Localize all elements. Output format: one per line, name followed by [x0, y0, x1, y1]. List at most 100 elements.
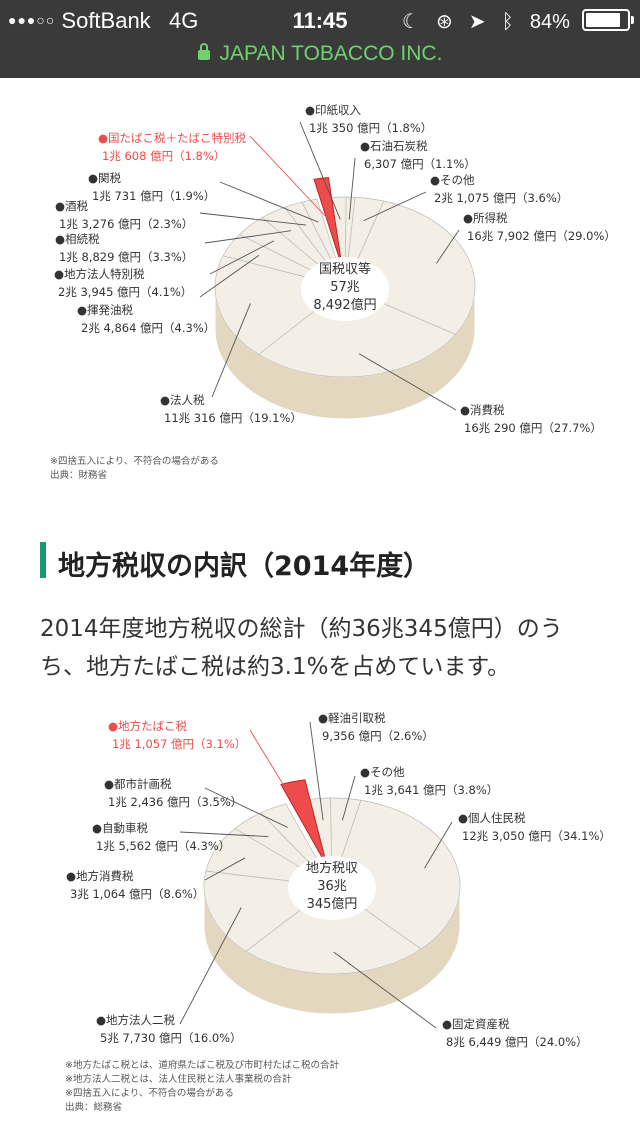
pie-center-label-1: 57兆 — [330, 280, 360, 295]
leader-line-1 — [348, 157, 356, 220]
carrier-name: SoftBank — [61, 8, 151, 33]
slice-amount-8: 1兆 1,057 億円（3.1%） — [112, 737, 246, 751]
slice-name-2: ●その他 — [430, 173, 475, 187]
slice-name-6: ●揮発油税 — [77, 303, 134, 317]
location-arrow-icon: ➤ — [468, 11, 486, 33]
slice-amount-7: 1兆 2,436 億円（3.5%） — [108, 795, 242, 809]
slice-name-8: ●地方たばこ税 — [108, 719, 188, 733]
chart-note-1: 出典：財務省 — [50, 469, 107, 481]
leader-line-11 — [249, 135, 330, 221]
slice-amount-4: 16兆 290 億円（27.7%） — [464, 421, 602, 435]
slice-amount-11: 1兆 608 億円（1.8%） — [102, 149, 225, 163]
leader-line-8 — [204, 230, 292, 244]
pie-center-label-1: 36兆 — [317, 879, 347, 894]
pie-center-label-0: 国税収等 — [319, 261, 371, 277]
moon-icon: ☾ — [401, 11, 420, 33]
leader-line-0 — [309, 721, 324, 821]
slice-name-3: ●所得税 — [463, 211, 508, 225]
pie-slice-8 — [280, 779, 328, 867]
national-tax-pie-chart: 国税収等 57兆 8,492億円 ●印紙収入 1兆 350 億円（1.8%） ●石油石炭税… — [50, 103, 616, 481]
slice-amount-1: 1兆 3,641 億円（3.8%） — [364, 783, 498, 797]
leader-line-6 — [199, 254, 260, 298]
signal-strength: ●●●○○ — [8, 12, 56, 28]
site-name: JAPAN TOBACCO INC. — [219, 42, 443, 65]
slice-name-3: ●固定資産税 — [442, 1017, 510, 1031]
chart-note-3: 出典：総務省 — [65, 1101, 122, 1113]
slice-name-7: ●地方法人特別税 — [54, 267, 145, 281]
leader-line-5 — [204, 857, 246, 881]
leader-line-0 — [299, 121, 341, 220]
leader-line-8 — [249, 729, 307, 823]
pie-slice-3 — [245, 885, 422, 975]
slice-name-1: ●石油石炭税 — [360, 139, 428, 153]
pie-slice-11 — [313, 177, 343, 268]
leader-line-3 — [333, 951, 437, 1029]
pie-center-label-0: 地方税収 — [306, 860, 358, 876]
leader-line-7 — [209, 240, 275, 275]
slice-amount-4: 5兆 7,730 億円（16.0%） — [100, 1031, 242, 1045]
status-bar: ●●●○○ SoftBank 4G 11:45 ☾ ⊛ ➤ ᛒ 84% JAPA… — [0, 0, 640, 78]
chart-note-1: ※地方法人二税とは、法人住民税と法人事業税の合計 — [65, 1073, 292, 1085]
slice-amount-6: 1兆 5,562 億円（4.3%） — [96, 839, 230, 853]
slice-amount-1: 6,307 億円（1.1%） — [364, 157, 476, 171]
pie-slice-3 — [344, 200, 476, 335]
local-tax-pie-chart: 地方税収 36兆 345億円 ●軽油引取税 9,356 億円（2.6%） ●その他 1兆 3… — [65, 711, 611, 1113]
clock: 11:45 — [292, 8, 348, 33]
pie-slice-4 — [258, 286, 457, 378]
leader-line-4 — [179, 907, 242, 1025]
slice-name-10: ●関税 — [88, 171, 122, 185]
pie-body: 国税収等 57兆 8,492億円 — [214, 177, 476, 420]
slice-amount-7: 2兆 3,945 億円（4.1%） — [58, 285, 192, 299]
slice-amount-3: 8兆 6,449 億円（24.0%） — [446, 1035, 588, 1049]
section-heading-text: 地方税収の内訳（2014年度） — [58, 551, 431, 582]
leader-line-5 — [211, 303, 251, 398]
leader-line-3 — [436, 229, 460, 264]
rotation-lock-icon: ⊛ — [435, 11, 453, 33]
leader-line-6 — [179, 831, 269, 838]
slice-amount-3: 16兆 7,902 億円（29.0%） — [467, 229, 616, 243]
slice-amount-2: 2兆 1,075 億円（3.6%） — [434, 191, 568, 205]
slice-name-8: ●相続税 — [55, 232, 100, 246]
slice-amount-0: 9,356 億円（2.6%） — [322, 729, 434, 743]
slice-name-2: ●個人住民税 — [458, 811, 526, 825]
slice-name-9: ●酒税 — [55, 199, 89, 213]
slice-amount-6: 2兆 4,864 億円（4.3%） — [81, 321, 215, 335]
slice-name-4: ●消費税 — [460, 403, 505, 417]
leader-line-9 — [199, 212, 307, 226]
network-type: 4G — [169, 8, 199, 33]
slice-name-5: ●地方消費税 — [66, 869, 134, 883]
leader-line-1 — [341, 775, 356, 821]
slice-name-4: ●地方法人二税 — [96, 1013, 176, 1027]
leader-line-2 — [363, 191, 427, 222]
slice-name-6: ●自動車税 — [92, 821, 149, 835]
chart-note-0: ※四捨五入により、不符合の場合がある — [50, 455, 219, 467]
battery-icon — [582, 9, 634, 31]
slice-amount-9: 1兆 3,276 億円（2.3%） — [59, 217, 193, 231]
slice-name-5: ●法人税 — [160, 393, 205, 407]
section-heading: 地方税収の内訳（2014年度） — [40, 544, 430, 583]
status-icons: ☾ ⊛ ➤ ᛒ 84% — [392, 8, 634, 34]
carrier-info: ●●●○○ SoftBank 4G — [8, 8, 198, 34]
leader-line-4 — [358, 353, 457, 411]
pie-center — [301, 257, 389, 321]
slice-amount-5: 3兆 1,064 億円（8.6%） — [70, 887, 204, 901]
slice-name-1: ●その他 — [360, 765, 405, 779]
slice-amount-0: 1兆 350 億円（1.8%） — [309, 121, 432, 135]
pie-center-label-2: 345億円 — [307, 896, 358, 912]
url-bar[interactable]: JAPAN TOBACCO INC. — [0, 42, 640, 66]
pie-center-label-2: 8,492億円 — [313, 297, 376, 313]
leader-line-10 — [219, 181, 319, 223]
section-paragraph: 2014年度地方税収の総計（約36兆345億円）のうち、地方たばこ税は約3.1%… — [40, 616, 563, 680]
slice-amount-10: 1兆 731 億円（1.9%） — [92, 189, 215, 203]
pie-body: 地方税収 36兆 345億円 — [203, 779, 461, 1015]
slice-name-7: ●都市計画税 — [104, 777, 172, 791]
pie-slice-2 — [331, 799, 461, 950]
heading-accent-bar — [40, 542, 46, 578]
chart-note-0: ※地方たばこ税とは、道府県たばこ税及び市町村たばこ税の合計 — [65, 1059, 339, 1071]
slice-name-0: ●軽油引取税 — [318, 711, 386, 725]
slice-name-11: ●国たばこ税＋たばこ特別税 — [98, 131, 247, 145]
lock-icon — [197, 43, 210, 60]
chart-note-2: ※四捨五入により、不符合の場合がある — [65, 1087, 234, 1099]
bluetooth-icon: ᛒ — [501, 11, 514, 33]
battery-percent: 84% — [529, 11, 570, 33]
